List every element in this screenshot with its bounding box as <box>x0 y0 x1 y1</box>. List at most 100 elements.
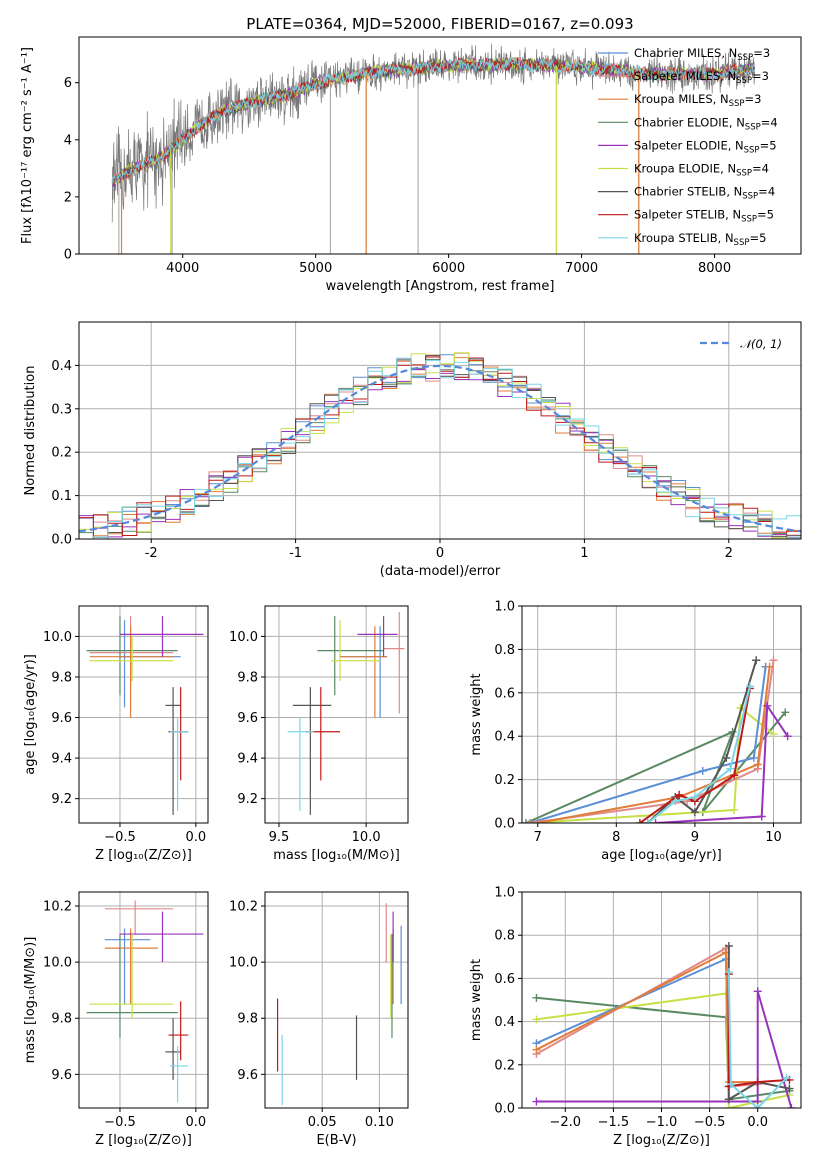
x-tick-label: 8 <box>612 830 620 845</box>
x-axis-label: Z [log₁₀(Z/Z⊙)] <box>613 1133 710 1148</box>
legend-nssp: 5 <box>759 231 766 245</box>
legend-eq: = <box>758 185 768 199</box>
legend-sep: , <box>728 138 735 152</box>
x-axis-label: (data-model)/error <box>380 564 501 579</box>
legend-n-sub: SSP <box>734 238 750 248</box>
y-tick-label: 2 <box>64 190 72 205</box>
legend-label: Kroupa STELIB, NSSP=5 <box>634 231 766 248</box>
legend-label: Chabrier MILES, NSSP=3 <box>634 46 770 63</box>
weight-series-line <box>529 666 767 823</box>
x-tick-label: 5000 <box>299 261 332 276</box>
y-tick-label: 10.0 <box>43 956 72 971</box>
residual-histogram <box>79 357 801 539</box>
residuals-axes: -2 -1 0 1 2 0.0 0.1 0.2 0.3 0.4 (data-model)/error… <box>23 322 801 579</box>
weight-series-line <box>727 971 788 1108</box>
x-tick-label: 0.0 <box>186 1115 207 1130</box>
normal-curve <box>79 364 801 533</box>
legend-n: N <box>736 115 745 129</box>
x-tick-label: 1 <box>580 546 588 561</box>
legend-label: Kroupa ELODIE, NSSP=4 <box>634 162 769 179</box>
legend-nssp: 5 <box>767 208 774 222</box>
weight-series-line <box>535 950 758 1084</box>
legend-nssp: 4 <box>770 115 777 129</box>
weight-marker <box>787 1104 796 1108</box>
weight-series-line <box>537 666 771 823</box>
spectrum-plot-area <box>111 43 755 254</box>
Z_age-frame <box>78 605 209 824</box>
y-tick-label: 9.8 <box>237 670 258 685</box>
weight-marker <box>532 1045 541 1054</box>
legend-n-sub: SSP <box>729 99 745 109</box>
weight-marker <box>730 805 739 814</box>
weight_age-plot-area <box>522 656 792 823</box>
x-tick-label: 8000 <box>698 261 731 276</box>
ebv_mass-axes: 0.05 0.10 9.6 9.8 10.0 10.2 E(B-V) <box>229 892 408 1148</box>
weight-marker <box>690 808 699 817</box>
x-tick-label: 0.0 <box>186 830 207 845</box>
legend-model-name: Salpeter ELODIE <box>634 138 728 152</box>
legend-sep: , <box>720 162 727 176</box>
Z_mass-plot-area <box>86 900 204 1103</box>
weight-marker <box>785 1084 794 1093</box>
x-tick-label: −0.5 <box>104 830 136 845</box>
weight-marker <box>532 1015 541 1024</box>
weight-series-line <box>655 702 789 823</box>
x-tick-label: 7 <box>534 830 542 845</box>
weight-marker <box>757 812 766 821</box>
weight-marker <box>690 792 699 801</box>
weight_Z-axes: −2.0 −1.5 −1.0 −0.5 0.0 0.0 0.2 0.4 0.6 0.8 1.0 Z [… <box>469 886 801 1148</box>
y-tick-label: 0.8 <box>494 929 515 944</box>
y-tick-label: 6 <box>64 76 72 91</box>
x-tick-label: 6000 <box>432 261 465 276</box>
y-tick-label: 9.8 <box>237 1012 258 1027</box>
x-tick-label: 0.10 <box>365 1115 394 1130</box>
legend-model-name: Chabrier MILES <box>634 46 721 60</box>
legend-nssp: 4 <box>768 185 775 199</box>
legend-n-sub: SSP <box>741 215 757 225</box>
y-tick-label: 10.2 <box>229 900 258 915</box>
legend-model-name: Kroupa ELODIE <box>634 162 720 176</box>
y-tick-label: 0.4 <box>494 730 515 745</box>
legend-sep: , <box>725 208 732 222</box>
x-axis-label: wavelength [Angstrom, rest frame] <box>326 279 555 294</box>
y-tick-label: 0.2 <box>494 1058 515 1073</box>
weight-marker <box>724 967 733 976</box>
legend-sep: , <box>718 231 725 245</box>
mass_age-plot-area <box>287 612 405 815</box>
weight-series-line <box>727 974 790 1088</box>
y-tick-label: 10.2 <box>43 900 72 915</box>
y-tick-label: 9.6 <box>51 711 72 726</box>
legend-n: N <box>720 92 729 106</box>
Z_mass-axes: −0.5 0.0 9.6 9.8 10.0 10.2 Z [log₁₀(Z/Z⊙)] mass… <box>23 892 208 1148</box>
weight-marker <box>724 1095 733 1104</box>
weight-marker <box>724 942 733 950</box>
legend-n: N <box>735 138 744 152</box>
legend-sep: , <box>726 185 733 199</box>
x-tick-label: 10.0 <box>352 830 381 845</box>
weight-marker <box>753 760 762 769</box>
legend-eq: = <box>744 92 754 106</box>
y-axis-label: Flux [fλ10⁻¹⁷ erg cm⁻² s⁻¹ A⁻¹] <box>20 47 35 244</box>
legend-n-sub: SSP <box>736 76 752 86</box>
weight-marker <box>532 1097 541 1106</box>
weight-series-line <box>536 991 793 1108</box>
y-axis-label: mass [log₁₀(M/M⊙)] <box>23 937 38 1064</box>
legend-sep: , <box>720 69 727 83</box>
legend-n: N <box>734 185 743 199</box>
weight-marker <box>533 819 542 823</box>
legend-nssp: 3 <box>762 69 769 83</box>
legend-n-sub: SSP <box>744 145 760 155</box>
x-axis-label: E(B-V) <box>316 1133 356 1148</box>
legend-label: Salpeter STELIB, NSSP=5 <box>634 208 774 225</box>
legend-eq: = <box>752 69 762 83</box>
weight-marker <box>643 819 652 823</box>
weight-marker <box>753 1104 762 1108</box>
weight-marker <box>782 1073 791 1082</box>
weight-marker <box>525 819 534 823</box>
y-tick-label: 0.6 <box>494 686 515 701</box>
legend-model-name: Salpeter MILES <box>634 69 720 83</box>
y-axis-label: Normed distribution <box>23 366 38 496</box>
weight-marker <box>635 819 644 823</box>
x-tick-label: 0.05 <box>308 1115 337 1130</box>
legend-eq: = <box>752 162 762 176</box>
